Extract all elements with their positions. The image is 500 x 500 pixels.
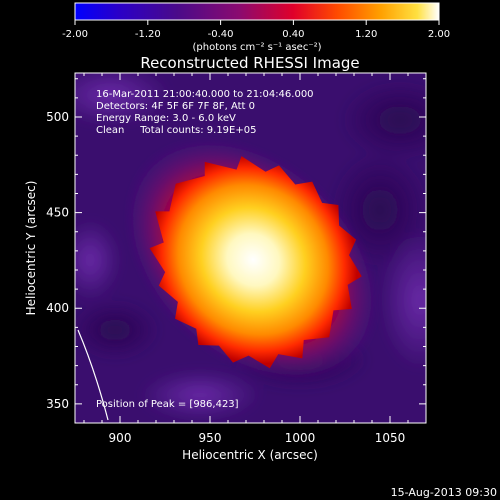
heatmap-image xyxy=(75,73,426,423)
info-line: Energy Range: 3.0 - 6.0 keV xyxy=(96,113,236,124)
colorbar-tick-label: 2.00 xyxy=(428,29,450,40)
solar-limb-line xyxy=(77,329,109,421)
info-line: 16-Mar-2011 21:00:40.000 to 21:04:46.000 xyxy=(96,89,314,100)
y-tick-label: 400 xyxy=(46,301,69,315)
x-tick-label: 950 xyxy=(199,431,222,445)
x-tick-label: 1050 xyxy=(375,431,406,445)
x-axis: 900 950 1000 1050 xyxy=(83,73,409,445)
plot-frame xyxy=(74,72,427,424)
colorbar-tick-label: -2.00 xyxy=(62,29,88,40)
colorbar-strip xyxy=(74,2,440,21)
colorbar-tick-label: 1.20 xyxy=(355,29,377,40)
colorbar-unit-label: (photons cm⁻² s⁻¹ asec⁻²) xyxy=(192,42,321,53)
y-axis: 350 400 450 500 xyxy=(46,78,426,411)
y-tick-label: 450 xyxy=(46,206,69,220)
timestamp: 15-Aug-2013 09:30 xyxy=(391,486,497,499)
info-line: Clean Total counts: 9.19E+05 xyxy=(96,125,256,136)
emission-core xyxy=(149,156,362,369)
y-axis-label: Heliocentric Y (arcsec) xyxy=(24,181,38,316)
colorbar: -2.00 -1.20 -0.40 0.40 1.20 2.00 (photons cm⁻… xyxy=(62,2,450,53)
y-tick-label: 500 xyxy=(46,110,69,124)
peak-position-label: Position of Peak = [986,423] xyxy=(96,399,239,410)
y-tick-label: 350 xyxy=(46,397,69,411)
colorbar-tick-label: -0.40 xyxy=(208,29,234,40)
colorbar-tick-label: -1.20 xyxy=(135,29,161,40)
info-text-block: 16-Mar-2011 21:00:40.000 to 21:04:46.000… xyxy=(96,89,314,136)
info-line: Detectors: 4F 5F 6F 7F 8F, Att 0 xyxy=(96,101,255,112)
x-tick-label: 900 xyxy=(109,431,132,445)
x-axis-label: Heliocentric X (arcsec) xyxy=(182,448,318,462)
x-tick-label: 1000 xyxy=(285,431,316,445)
chart-title: Reconstructed RHESSI Image xyxy=(140,54,359,72)
colorbar-tick-label: 0.40 xyxy=(282,29,304,40)
